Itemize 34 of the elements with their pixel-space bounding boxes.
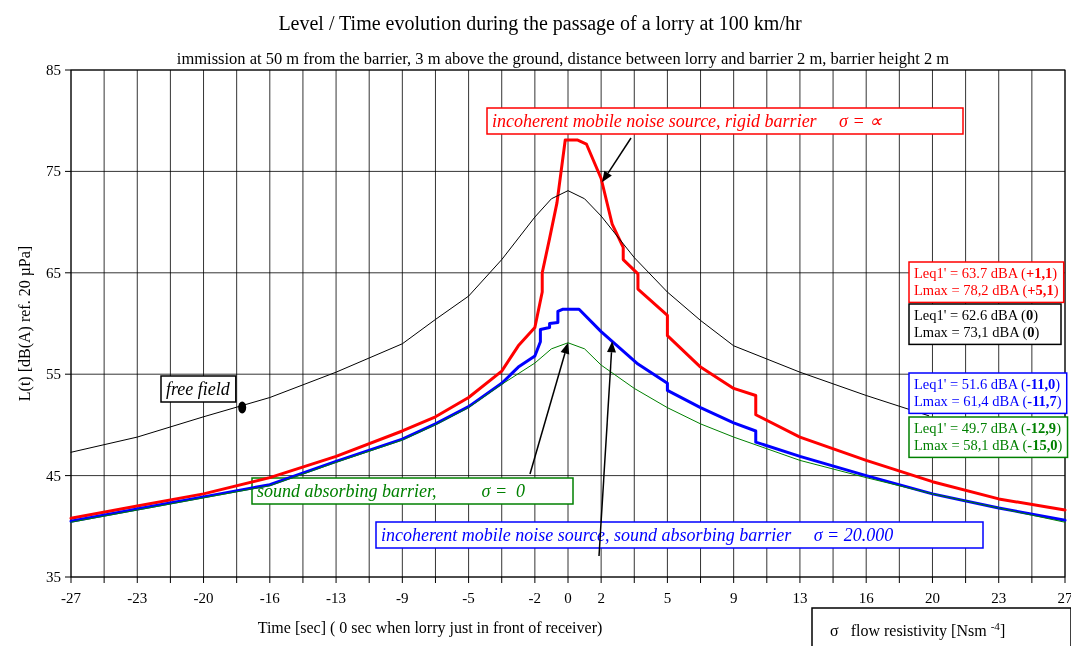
y-tick-label: 35 — [46, 569, 61, 585]
text: Leq1' = 51.6 dBA (-11,0) Lmax = 61,4 dBA (-11,7) — [914, 376, 1062, 410]
x-tick-label: -2 — [528, 590, 542, 606]
y-tick-label: 75 — [46, 163, 61, 180]
x-tick-label: -5 — [462, 590, 475, 606]
x-tick-label: 2 — [597, 590, 605, 606]
x-tick-label: -9 — [396, 590, 409, 606]
x-tick-label: 23 — [991, 590, 1007, 606]
annotation: Leq1' = 62.6 dBA (0) Lmax = 73,1 dBA (0) — [914, 307, 1040, 342]
x-tick-label: 9 — [729, 590, 738, 606]
x-tick-label: 13 — [792, 590, 808, 606]
x-tick-label: -13 — [326, 590, 347, 606]
chart-title: Level / Time evolution during the passage of a lorry at 100 km/hr — [278, 12, 802, 35]
text: Leq1' = 49.7 dBA (-12,9) Lmax = 58,1 dBA (-15,0) — [914, 420, 1063, 454]
y-tick-label: 55 — [46, 366, 61, 383]
text: σ flow resistivity [Nsm $^{-4}$] — [830, 620, 1006, 640]
y-tick-label: 65 — [46, 264, 61, 281]
x-tick-label: 16 — [858, 590, 875, 606]
x-tick-label: -27 — [61, 590, 82, 606]
x-tick-label: 5 — [663, 590, 672, 606]
series-label: sound absorbing barrier, σ = 0 — [257, 481, 526, 501]
y-tick-label: 85 — [46, 62, 61, 78]
text: Leq1' = 63.7 dBA (+1,1) Lmax = 78,2 dBA (+5,1) — [914, 265, 1059, 299]
y-axis-title: L(t) [dB(A) ref. 20 µPa] — [16, 245, 34, 402]
x-tick-label: -20 — [193, 590, 214, 606]
x-tick-label: -16 — [259, 590, 281, 606]
x-tick-label: -23 — [127, 590, 148, 606]
chart-subtitle: immission at 50 m from the barrier, 3 m above the ground, distance between lorry and barrier 2 m, barrier height 2 m — [176, 49, 950, 68]
text: incoherent mobile noise source, rigid barrier σ = ∝ — [492, 111, 884, 131]
x-tick-label: 0 — [564, 590, 572, 606]
x-tick-label: 20 — [924, 590, 940, 606]
y-tick-label: 45 — [46, 467, 61, 484]
series-label: free field — [166, 379, 231, 399]
x-axis-title: Time [sec] ( 0 sec when lorry just in front of receiver) — [257, 619, 603, 637]
